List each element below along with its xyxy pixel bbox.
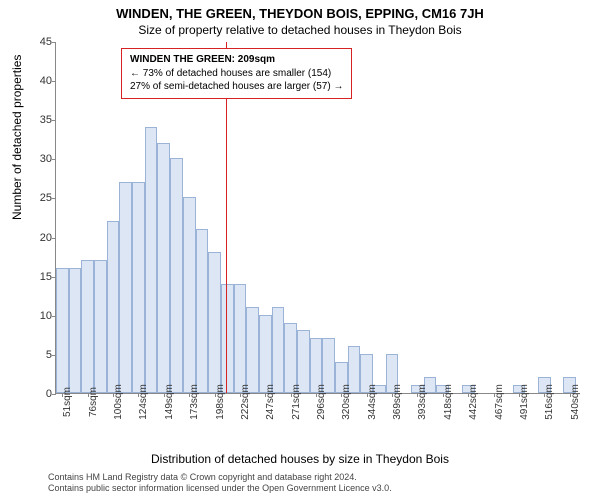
y-tick-mark [52,81,56,82]
y-axis-label: Number of detached properties [10,55,24,220]
annotation-smaller: ← 73% of detached houses are smaller (15… [130,67,343,81]
y-tick-label: 40 [26,75,52,87]
histogram-bar [145,127,158,393]
histogram-bar [183,197,196,393]
y-tick-mark [52,198,56,199]
histogram-bar [272,307,285,393]
histogram-bar [132,182,145,393]
histogram-chart: 05101520253035404551sqm76sqm100sqm124sqm… [55,42,575,394]
footer-line-1: Contains HM Land Registry data © Crown c… [48,472,392,483]
y-tick-mark [52,238,56,239]
y-tick-label: 15 [26,271,52,283]
y-tick-label: 35 [26,114,52,126]
page-title: WINDEN, THE GREEN, THEYDON BOIS, EPPING,… [0,0,600,21]
histogram-bar [56,268,69,393]
histogram-bar [170,158,183,393]
histogram-bar [157,143,170,393]
histogram-bar [107,221,120,393]
y-tick-mark [52,394,56,395]
annotation-title: WINDEN THE GREEN: 209sqm [130,53,343,67]
histogram-bar [246,307,259,393]
histogram-bar [234,284,247,394]
histogram-bar [69,268,82,393]
histogram-bar [94,260,107,393]
footer-line-2: Contains public sector information licen… [48,483,392,494]
annotation-larger: 27% of semi-detached houses are larger (… [130,80,343,94]
histogram-bar [196,229,209,393]
histogram-bar [259,315,272,393]
y-tick-mark [52,42,56,43]
histogram-bar [208,252,221,393]
reference-annotation: WINDEN THE GREEN: 209sqm← 73% of detache… [121,48,352,99]
histogram-bar [221,284,234,394]
y-tick-label: 25 [26,192,52,204]
histogram-bar [284,323,297,393]
page-subtitle: Size of property relative to detached ho… [0,21,600,37]
y-tick-label: 5 [26,349,52,361]
y-tick-mark [52,120,56,121]
histogram-bar [119,182,132,393]
y-tick-label: 45 [26,36,52,48]
y-tick-mark [52,159,56,160]
y-tick-label: 10 [26,310,52,322]
plot-area: 05101520253035404551sqm76sqm100sqm124sqm… [55,42,575,394]
y-tick-label: 20 [26,232,52,244]
attribution-footer: Contains HM Land Registry data © Crown c… [48,472,392,495]
y-tick-label: 30 [26,153,52,165]
x-axis-label: Distribution of detached houses by size … [0,452,600,466]
y-tick-label: 0 [26,388,52,400]
histogram-bar [81,260,94,393]
